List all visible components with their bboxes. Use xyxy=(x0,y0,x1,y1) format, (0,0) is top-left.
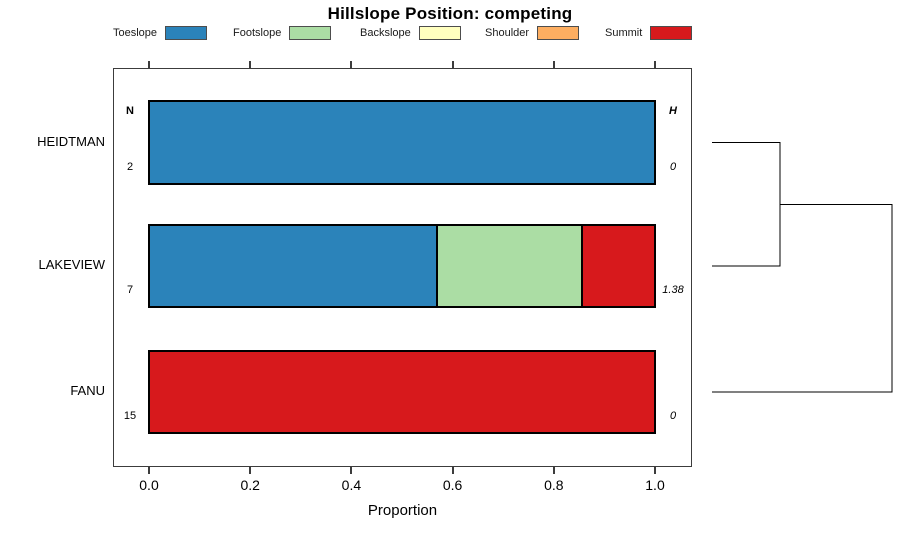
bar-segment-summit xyxy=(580,226,654,306)
legend-label: Footslope xyxy=(233,27,282,39)
dendrogram-path xyxy=(712,142,893,393)
h-column-header: H xyxy=(669,105,677,117)
n-value-lakeview: 7 xyxy=(126,284,134,296)
legend-swatch-toeslope xyxy=(165,26,208,40)
x-axis-tick-label: 0.0 xyxy=(139,477,159,493)
x-axis-tick-label: 1.0 xyxy=(645,477,665,493)
legend-item-toeslope: Toeslope xyxy=(113,25,208,41)
h-value-heidtman: 0 xyxy=(669,161,677,173)
x-axis-tick-top xyxy=(249,61,252,68)
legend-item-footslope: Footslope xyxy=(233,25,332,41)
legend-swatch-footslope xyxy=(289,26,332,40)
x-axis-tick xyxy=(249,467,252,474)
x-axis-tick xyxy=(350,467,353,474)
bar-lakeview xyxy=(148,224,656,308)
n-value-heidtman: 2 xyxy=(126,161,134,173)
bar-segment-summit xyxy=(150,352,654,432)
bar-segment-toeslope xyxy=(150,226,436,306)
x-axis-tick-top xyxy=(654,61,656,68)
x-axis-tick-top xyxy=(552,61,555,68)
x-axis-tick xyxy=(654,467,656,474)
x-axis-tick xyxy=(552,467,555,474)
legend-swatch-summit xyxy=(650,26,693,40)
bar-fanu xyxy=(148,350,656,434)
n-value-fanu: 15 xyxy=(123,410,137,422)
row-label-heidtman: HEIDTMAN xyxy=(37,133,105,149)
row-label-fanu: FANU xyxy=(70,383,105,398)
x-axis-tick-label: 0.4 xyxy=(341,477,362,493)
h-value-fanu: 0 xyxy=(669,410,677,422)
bar-heidtman xyxy=(148,100,656,185)
h-value-lakeview: 1.38 xyxy=(662,284,684,296)
x-axis-tick xyxy=(451,467,454,474)
legend-item-backslope: Backslope xyxy=(360,25,461,41)
x-axis-tick-label: 0.8 xyxy=(544,477,564,493)
chart-title: Hillslope Position: competing xyxy=(327,4,573,23)
x-axis-tick xyxy=(148,467,150,474)
x-axis-tick-top xyxy=(451,61,454,68)
x-axis-tick-top xyxy=(148,61,150,68)
x-axis-tick-label: 0.2 xyxy=(240,477,260,493)
x-axis-label: Proportion xyxy=(367,502,438,519)
x-axis-tick-top xyxy=(350,61,353,68)
row-label-lakeview: LAKEVIEW xyxy=(38,257,105,272)
legend-label: Backslope xyxy=(360,27,411,39)
x-axis-tick-label: 0.6 xyxy=(442,477,463,493)
legend-label: Summit xyxy=(605,27,643,39)
bar-segment-toeslope xyxy=(150,102,654,183)
legend-item-summit: Summit xyxy=(605,25,693,41)
legend-swatch-shoulder xyxy=(537,26,580,40)
n-column-header: N xyxy=(126,105,134,117)
legend-swatch-backslope xyxy=(418,26,461,40)
legend-item-shoulder: Shoulder xyxy=(485,25,580,41)
bar-segment-footslope xyxy=(435,226,581,306)
legend-label: Toeslope xyxy=(113,27,158,39)
legend-label: Shoulder xyxy=(485,27,530,39)
